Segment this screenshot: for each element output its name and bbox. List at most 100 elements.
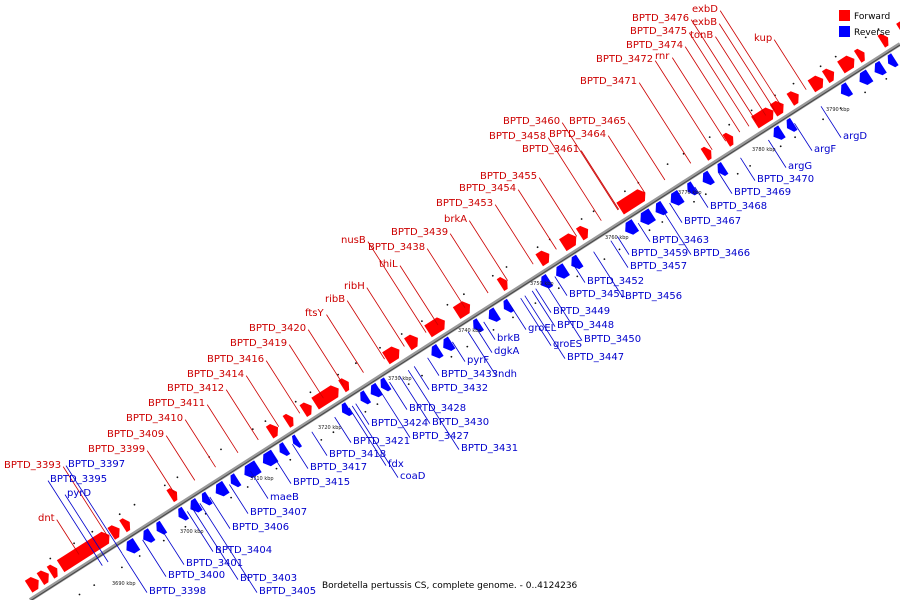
- leader-line: [65, 465, 123, 554]
- leader-line: [671, 57, 727, 142]
- axis-dots: [49, 28, 888, 596]
- tick-label: 3700 kbp: [180, 529, 204, 535]
- forward-gene-arrow: [575, 225, 589, 241]
- gene-label: BPTD_3410: [126, 413, 183, 424]
- tick-label: 3730 kbp: [388, 376, 412, 382]
- axis-dot: [491, 274, 494, 277]
- axis-dot: [463, 293, 465, 296]
- axis-dot: [337, 373, 339, 376]
- axis-dot: [121, 566, 123, 569]
- axis-dot: [512, 316, 514, 319]
- leader-line: [669, 202, 683, 223]
- gene-label: BPTD_3399: [88, 444, 145, 455]
- gene-label: BPTD_3451: [569, 289, 626, 300]
- forward-gene-arrow: [382, 346, 400, 365]
- gene-label: argF: [814, 144, 836, 155]
- leader-line: [627, 122, 666, 181]
- reverse-gene-arrow: [244, 460, 262, 479]
- leader-line: [610, 240, 629, 268]
- leader-line: [509, 304, 527, 330]
- leader-line: [311, 431, 328, 456]
- leader-line: [407, 369, 460, 450]
- gene-label: BPTD_3460: [503, 116, 560, 127]
- axis-dot: [661, 221, 664, 223]
- legend-reverse-swatch: [839, 26, 850, 37]
- axis-dot: [264, 420, 267, 422]
- gene-label: BPTD_3466: [693, 248, 750, 259]
- reverse-gene-arrow: [655, 200, 668, 216]
- reverse-gene-arrow: [156, 520, 168, 535]
- gene-label: BPTD_3456: [625, 291, 682, 302]
- axis-dot: [421, 320, 423, 322]
- reverse-gene-arrow: [840, 82, 854, 97]
- forward-gene-arrow: [616, 189, 646, 215]
- leader-line: [607, 135, 646, 194]
- axis-dot: [822, 118, 824, 121]
- gene-label: pyrD: [67, 488, 91, 499]
- reverse-gene-arrow: [178, 506, 190, 521]
- axis-dot: [400, 333, 403, 335]
- tick-label: 3780 kbp: [752, 147, 776, 153]
- axis-dot: [230, 496, 233, 499]
- leader-line: [638, 82, 692, 164]
- legend-forward-swatch: [839, 10, 850, 21]
- leader-line: [794, 123, 813, 151]
- leader-line: [265, 360, 301, 414]
- forward-gene-arrow: [338, 378, 350, 393]
- axis-dot: [576, 275, 579, 278]
- reverse-gene-arrow: [126, 537, 141, 554]
- leader-line: [62, 466, 108, 537]
- reverse-gene-arrow: [279, 442, 291, 457]
- axis-dot: [885, 78, 888, 80]
- gene-label: BPTD_3421: [353, 436, 410, 447]
- reverse-gene-arrow: [215, 480, 230, 497]
- gene-label: BPTD_3470: [757, 174, 814, 185]
- axis-dot: [294, 400, 297, 403]
- reverse-gene-arrow: [887, 53, 899, 68]
- gene-label: ribH: [344, 281, 365, 292]
- leader-line: [191, 507, 239, 580]
- leader-line: [593, 251, 624, 298]
- reverse-gene-arrow: [859, 69, 874, 86]
- axis-dot: [162, 539, 165, 542]
- leader-line: [142, 539, 167, 577]
- gene-label: BPTD_3447: [567, 352, 624, 363]
- reverse-gene-arrow: [262, 449, 279, 467]
- gene-label: dnt: [38, 513, 55, 524]
- gene-label: exbD: [692, 4, 718, 15]
- gene-label: coaD: [400, 471, 426, 482]
- axis-dot: [557, 287, 560, 290]
- axis-dot: [492, 329, 495, 331]
- gene-label: BPTD_3431: [461, 443, 518, 454]
- gene-label: brkB: [497, 333, 520, 344]
- axis-dot: [246, 486, 249, 488]
- forward-gene-arrow: [786, 91, 799, 106]
- leader-line: [348, 407, 387, 466]
- gene-label: BPTD_3439: [391, 227, 448, 238]
- axis-dot: [877, 28, 880, 31]
- leader-line: [719, 10, 782, 107]
- axis-dot: [704, 193, 707, 196]
- leader-line: [452, 341, 466, 362]
- forward-gene-arrow: [896, 14, 900, 36]
- gene-label: BPTD_3405: [259, 586, 316, 597]
- forward-gene-arrow: [46, 564, 58, 579]
- gene-label: BPTD_3393: [4, 460, 61, 471]
- gene-label: BPTD_3401: [186, 558, 243, 569]
- axis-dot: [618, 248, 621, 251]
- leader-line: [292, 443, 309, 469]
- leader-line: [389, 381, 408, 410]
- tick-labels: 3690 kbp 3700 kbp 3710 kbp 3720 kbp 3730…: [112, 107, 850, 587]
- axis-dot: [864, 36, 867, 39]
- gene-label: BPTD_3416: [207, 354, 264, 365]
- gene-label: BPTD_3424: [371, 418, 428, 429]
- forward-gene-arrow: [821, 68, 835, 84]
- leader-line: [580, 150, 620, 210]
- label-leader-lines: [47, 10, 842, 593]
- leader-line: [184, 419, 216, 468]
- axis-dot: [407, 383, 410, 385]
- axis-dot: [624, 190, 626, 193]
- gene-label: BPTD_3433: [441, 369, 498, 380]
- axis-dot: [864, 91, 866, 94]
